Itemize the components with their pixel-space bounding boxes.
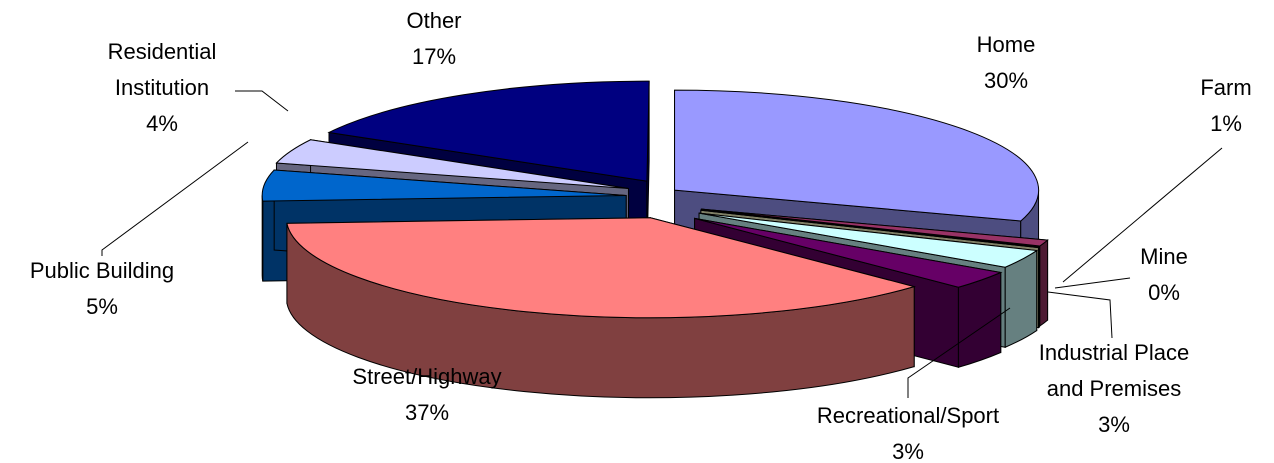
slice-percent-public-building: 5% xyxy=(86,294,118,319)
slice-percent-farm: 1% xyxy=(1210,111,1242,136)
slice-side-mine xyxy=(1037,246,1040,329)
leader-line-farm xyxy=(1062,147,1223,283)
slice-top-street-highway xyxy=(286,217,917,319)
label-residential-institution: Residential Institution 4% xyxy=(108,39,217,136)
label-street-highway: Street/Highway 37% xyxy=(352,364,501,425)
label-mine: Mine 0% xyxy=(1140,244,1188,305)
slice-name-residential-institution-1: Residential xyxy=(108,39,217,64)
slice-name-residential-institution-2: Institution xyxy=(115,75,209,100)
slice-percent-industrial-place-and-premises: 3% xyxy=(1098,412,1130,437)
slice-percent-residential-institution: 4% xyxy=(146,111,178,136)
leader-line-public-building xyxy=(101,141,249,256)
slice-top-public-building xyxy=(261,169,627,202)
slice-top-industrial-place-and-premises xyxy=(698,212,1039,268)
label-other: Other 17% xyxy=(406,8,461,69)
slice-street-highway xyxy=(286,217,917,399)
slice-name-recreational-sport: Recreational/Sport xyxy=(817,403,999,428)
slice-name-other: Other xyxy=(406,8,461,33)
slice-percent-home: 30% xyxy=(984,68,1028,93)
label-home: Home 30% xyxy=(977,32,1036,93)
leader-line-residential-institution xyxy=(235,90,289,112)
slice-name-home: Home xyxy=(977,32,1036,57)
slice-name-industrial-place-and-premises-2: and Premises xyxy=(1047,376,1182,401)
label-industrial-place-and-premises: Industrial Place and Premises 3% xyxy=(1039,340,1189,437)
slice-name-industrial-place-and-premises-1: Industrial Place xyxy=(1039,340,1189,365)
slice-side-public-building xyxy=(261,195,264,282)
slice-side-recreational-sport xyxy=(957,271,1002,368)
slice-name-street-highway: Street/Highway xyxy=(352,364,501,389)
pie-sides xyxy=(261,80,1049,399)
leader-line-industrial-place-and-premises xyxy=(1047,291,1113,339)
slice-labels: Home 30% Farm 1% Mine 0% Industrial Place and P… xyxy=(30,8,1252,463)
slice-percent-other: 17% xyxy=(412,44,456,69)
slice-top-other xyxy=(327,80,650,182)
slice-name-mine: Mine xyxy=(1140,244,1188,269)
slice-top-mine xyxy=(700,209,1041,249)
leader-line-recreational-sport xyxy=(907,307,1011,398)
slice-top-home xyxy=(674,89,1040,222)
slice-name-farm: Farm xyxy=(1200,75,1251,100)
slice-top-farm xyxy=(701,208,1049,247)
label-recreational-sport: Recreational/Sport 3% xyxy=(817,403,999,463)
leader-line-mine xyxy=(1054,277,1131,289)
label-public-building: Public Building 5% xyxy=(30,258,174,319)
slice-top-recreational-sport xyxy=(694,217,1003,288)
label-farm: Farm 1% xyxy=(1200,75,1251,136)
leader-lines xyxy=(101,90,1223,398)
slice-percent-mine: 0% xyxy=(1148,280,1180,305)
slice-top-residential-institution xyxy=(275,139,629,189)
slice-percent-street-highway: 37% xyxy=(405,400,449,425)
slice-side-farm xyxy=(1039,239,1049,327)
slice-percent-recreational-sport: 3% xyxy=(892,439,924,463)
slice-name-public-building: Public Building xyxy=(30,258,174,283)
